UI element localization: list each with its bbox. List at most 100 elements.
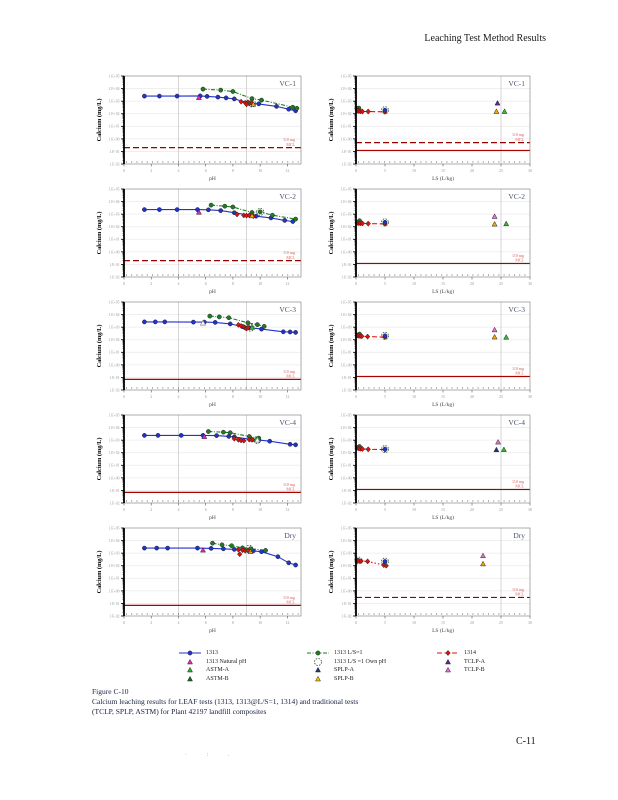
- svg-text:20: 20: [470, 281, 474, 286]
- svg-text:30: 30: [528, 281, 532, 286]
- svg-text:1.E+04: 1.E+04: [108, 313, 119, 317]
- svg-text:1.E+01: 1.E+01: [108, 238, 119, 242]
- svg-text:1.E+00: 1.E+00: [340, 137, 351, 141]
- svg-text:1.E+00: 1.E+00: [340, 363, 351, 367]
- svg-text:15: 15: [441, 620, 445, 625]
- svg-text:1.E+05: 1.E+05: [340, 74, 351, 78]
- svg-text:110 mg: 110 mg: [512, 132, 524, 137]
- chart-vc4-ls: 110 mg MCL 1.E+05 1.E+04 1.E+03 1.E+02 1.E+01 1…: [326, 413, 534, 523]
- svg-text:10: 10: [412, 168, 416, 173]
- legend-swatch-ring-icon: [314, 657, 322, 666]
- svg-text:1.E+04: 1.E+04: [108, 426, 119, 430]
- svg-text:1.E-02: 1.E-02: [341, 501, 351, 505]
- svg-text:VC-2: VC-2: [279, 192, 296, 201]
- svg-text:1.E+01: 1.E+01: [108, 351, 119, 355]
- svg-text:1.E+04: 1.E+04: [108, 539, 119, 543]
- legend-label: 1313 Natural pH: [206, 658, 247, 665]
- chart-vc2-ls: 110 mg MCL 1.E+05 1.E+04 1.E+03 1.E+02 1.E+01 1…: [326, 187, 534, 297]
- legend-label: SPLP-A: [334, 667, 355, 674]
- svg-text:1.E+01: 1.E+01: [340, 238, 351, 242]
- legend-swatch-triangle-icon: [187, 675, 193, 682]
- svg-text:VC-3: VC-3: [508, 305, 525, 314]
- svg-text:10: 10: [258, 394, 262, 399]
- svg-text:1.E+02: 1.E+02: [340, 564, 351, 568]
- svg-text:1.E+01: 1.E+01: [108, 125, 119, 129]
- svg-text:10: 10: [258, 168, 262, 173]
- legend-item: SPLP-B: [306, 675, 386, 684]
- svg-text:0: 0: [123, 168, 125, 173]
- svg-text:4: 4: [177, 281, 179, 286]
- svg-text:Calcium (mg/L): Calcium (mg/L): [328, 438, 335, 481]
- svg-text:1.E+01: 1.E+01: [340, 125, 351, 129]
- legend-item: 1314: [436, 649, 485, 658]
- chart-vc2-ph: 110 mg MCL 1.E+05 1.E+04 1.E+03 1.E+02 1.E+01 1…: [94, 187, 305, 297]
- svg-text:Calcium (mg/L): Calcium (mg/L): [96, 325, 103, 368]
- svg-text:1.E+05: 1.E+05: [108, 413, 119, 417]
- svg-text:10: 10: [258, 281, 262, 286]
- svg-text:1.E+05: 1.E+05: [108, 187, 119, 191]
- legend-item: 1313: [178, 649, 246, 658]
- svg-text:1.E+00: 1.E+00: [108, 137, 119, 141]
- legend-swatch-triangle-icon: [187, 658, 193, 665]
- svg-text:Calcium (mg/L): Calcium (mg/L): [328, 99, 335, 142]
- legend-column: 1314 TCLP-A TCLP-B: [436, 649, 485, 675]
- svg-text:0: 0: [123, 507, 125, 512]
- legend-item: ASTM-B: [178, 675, 246, 684]
- svg-text:Calcium (mg/L): Calcium (mg/L): [328, 325, 335, 368]
- svg-text:1.E-01: 1.E-01: [341, 150, 351, 154]
- svg-text:VC-2: VC-2: [508, 192, 525, 201]
- svg-text:5: 5: [384, 168, 386, 173]
- svg-text:10: 10: [412, 394, 416, 399]
- svg-text:1.E+01: 1.E+01: [340, 577, 351, 581]
- svg-text:VC-4: VC-4: [508, 418, 525, 427]
- svg-text:30: 30: [528, 507, 532, 512]
- svg-text:1.E+02: 1.E+02: [108, 112, 119, 116]
- legend-item: TCLP-B: [436, 666, 485, 675]
- svg-text:0: 0: [355, 394, 357, 399]
- svg-text:1.E+04: 1.E+04: [340, 200, 351, 204]
- svg-text:2: 2: [150, 168, 152, 173]
- chart-vc1-ls: 110 mg MCL 1.E+05 1.E+04 1.E+03 1.E+02 1.E+01 1…: [326, 74, 534, 184]
- legend-label: TCLP-B: [464, 667, 485, 674]
- legend-item: 1313 L/S =1 Own pH: [306, 657, 386, 667]
- svg-text:1.E+00: 1.E+00: [108, 589, 119, 593]
- svg-text:0: 0: [355, 281, 357, 286]
- svg-text:25: 25: [499, 507, 503, 512]
- svg-text:1.E+05: 1.E+05: [108, 526, 119, 530]
- svg-text:4: 4: [177, 394, 179, 399]
- legend-item: 1313 Natural pH: [178, 658, 246, 667]
- svg-text:6: 6: [205, 168, 207, 173]
- svg-text:25: 25: [499, 394, 503, 399]
- svg-text:8: 8: [232, 394, 234, 399]
- svg-text:Calcium (mg/L): Calcium (mg/L): [96, 551, 103, 594]
- legend-swatch-circle-icon: [179, 650, 201, 656]
- svg-text:VC-1: VC-1: [279, 79, 296, 88]
- svg-text:MCL: MCL: [286, 374, 295, 379]
- svg-text:0: 0: [123, 281, 125, 286]
- svg-text:MCL: MCL: [515, 137, 524, 142]
- legend-swatch-diamond-icon: [437, 650, 459, 657]
- svg-text:Dry: Dry: [284, 531, 296, 540]
- svg-text:1.E-02: 1.E-02: [109, 275, 119, 279]
- svg-text:VC-4: VC-4: [279, 418, 296, 427]
- svg-text:1.E+04: 1.E+04: [340, 87, 351, 91]
- svg-text:pH: pH: [209, 628, 216, 634]
- svg-text:1.E+02: 1.E+02: [340, 338, 351, 342]
- svg-text:1.E+02: 1.E+02: [108, 451, 119, 455]
- svg-text:1.E+05: 1.E+05: [340, 187, 351, 191]
- svg-text:110 mg: 110 mg: [512, 479, 524, 484]
- legend-swatch-triangle-icon: [445, 658, 451, 665]
- svg-text:1.E-01: 1.E-01: [341, 602, 351, 606]
- svg-text:110 mg: 110 mg: [283, 250, 295, 255]
- svg-text:1.E+03: 1.E+03: [340, 439, 351, 443]
- svg-text:5: 5: [384, 394, 386, 399]
- page-number: C-11: [516, 736, 536, 747]
- svg-text:6: 6: [205, 620, 207, 625]
- svg-text:MCL: MCL: [515, 258, 524, 263]
- chart-vc4-ph: 110 mg MCL 1.E+05 1.E+04 1.E+03 1.E+02 1.E+01 1…: [94, 413, 305, 523]
- svg-text:2: 2: [150, 507, 152, 512]
- svg-text:1.E+00: 1.E+00: [108, 250, 119, 254]
- svg-text:15: 15: [441, 507, 445, 512]
- svg-text:1.E+02: 1.E+02: [340, 225, 351, 229]
